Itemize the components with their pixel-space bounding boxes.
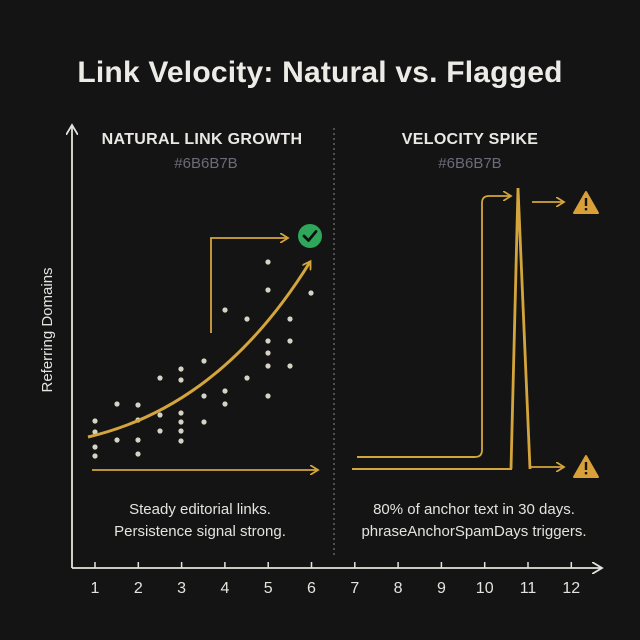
x-tick-label: 10 xyxy=(476,580,494,597)
scatter-point xyxy=(178,377,184,383)
natural-scatter-points xyxy=(92,259,314,459)
x-tick-label: 6 xyxy=(307,580,316,597)
scatter-point xyxy=(178,366,184,372)
scatter-point xyxy=(135,402,141,408)
scatter-point xyxy=(157,375,163,381)
scatter-point xyxy=(92,418,98,424)
page-title: Link Velocity: Natural vs. Flagged xyxy=(77,56,563,89)
scatter-point xyxy=(135,437,141,443)
scatter-point xyxy=(287,316,293,322)
y-axis-label: Referring Domains xyxy=(39,267,56,392)
scatter-point xyxy=(265,287,271,293)
x-tick-label: 5 xyxy=(264,580,273,597)
x-tick-label: 1 xyxy=(91,580,100,597)
x-tick-label: 4 xyxy=(220,580,229,597)
x-tick-label: 11 xyxy=(520,580,537,597)
scatter-point xyxy=(201,419,207,425)
scatter-point xyxy=(287,338,293,344)
scatter-point xyxy=(92,453,98,459)
scatter-point xyxy=(157,428,163,434)
spike-panel-subtitle: #6B6B7B xyxy=(438,155,501,172)
check-icon xyxy=(298,224,322,248)
scatter-point xyxy=(244,316,250,322)
scatter-point xyxy=(178,438,184,444)
x-axis-ticks xyxy=(94,562,573,568)
scatter-point xyxy=(201,358,207,364)
scatter-point xyxy=(244,375,250,381)
scatter-point xyxy=(265,338,271,344)
spike-caption-line2: phraseAnchorSpamDays triggers. xyxy=(361,523,586,540)
warning-icon-top xyxy=(573,191,599,214)
scatter-point xyxy=(178,410,184,416)
scatter-point xyxy=(114,437,120,443)
spike-caption-line1: 80% of anchor text in 30 days. xyxy=(373,501,575,518)
x-tick-label: 3 xyxy=(177,580,186,597)
scatter-point xyxy=(222,307,228,313)
natural-panel-title: NATURAL LINK GROWTH xyxy=(102,131,303,148)
x-tick-label: 8 xyxy=(394,580,403,597)
x-tick-label: 12 xyxy=(562,580,580,597)
scatter-point xyxy=(92,429,98,435)
scatter-point xyxy=(265,393,271,399)
scatter-point xyxy=(287,363,293,369)
scatter-point xyxy=(265,350,271,356)
scatter-point xyxy=(308,290,314,296)
scatter-point xyxy=(178,428,184,434)
natural-bracket-arrow xyxy=(210,238,287,333)
x-tick-label: 2 xyxy=(134,580,143,597)
warning-icon-bottom xyxy=(573,455,599,478)
spike-peak-line xyxy=(509,187,532,470)
natural-growth-curve xyxy=(87,262,310,439)
scatter-point xyxy=(114,401,120,407)
scatter-point xyxy=(157,412,163,418)
scatter-point xyxy=(92,444,98,450)
scatter-point xyxy=(178,419,184,425)
spike-bracket-arrow xyxy=(474,196,510,458)
scatter-point xyxy=(222,401,228,407)
scatter-point xyxy=(201,393,207,399)
spike-panel-title: VELOCITY SPIKE xyxy=(402,131,538,148)
scatter-point xyxy=(265,259,271,265)
x-tick-label: 7 xyxy=(350,580,359,597)
scatter-point xyxy=(222,388,228,394)
natural-caption-line2: Persistence signal strong. xyxy=(114,523,286,540)
x-tick-label: 9 xyxy=(437,580,446,597)
scatter-point xyxy=(135,451,141,457)
x-axis-tick-labels: 1 2 3 4 5 6 7 8 9 10 11 12 xyxy=(91,580,581,597)
scatter-point xyxy=(265,363,271,369)
natural-caption-line1: Steady editorial links. xyxy=(129,501,271,518)
natural-panel-subtitle: #6B6B7B xyxy=(174,155,237,172)
